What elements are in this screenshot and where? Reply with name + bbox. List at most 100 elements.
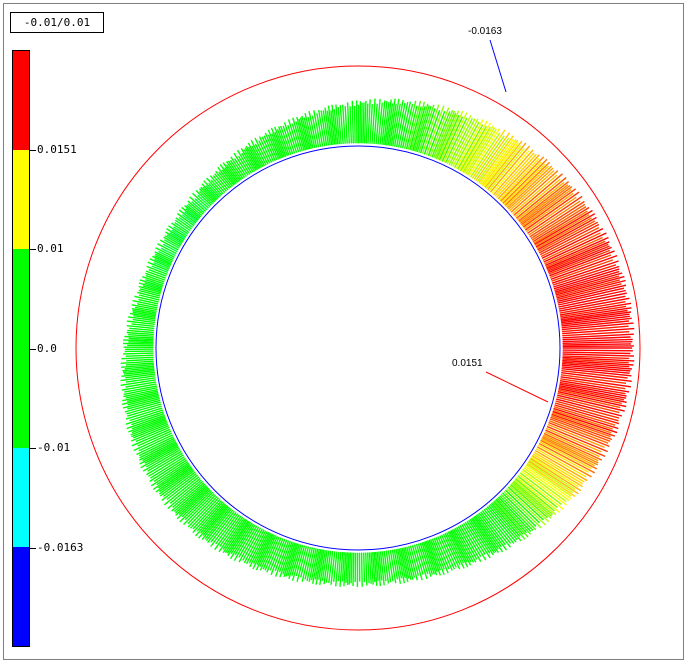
deviation-spike — [314, 549, 322, 580]
deviation-spike — [402, 547, 412, 580]
deviation-spike — [230, 156, 246, 178]
deviation-spike — [142, 449, 181, 472]
deviation-spike — [202, 186, 217, 202]
deviation-spike — [463, 125, 494, 174]
deviation-spike — [562, 327, 635, 335]
deviation-spike — [126, 358, 154, 362]
deviation-spike — [124, 385, 158, 393]
deviation-spike — [278, 126, 290, 156]
deviation-spike — [251, 145, 264, 168]
deviation-spike — [562, 359, 634, 366]
deviation-spike — [370, 552, 374, 585]
deviation-spike — [496, 497, 532, 535]
deviation-spike — [425, 105, 445, 156]
deviation-spike — [133, 315, 156, 320]
deviation-spike — [455, 119, 484, 169]
deviation-spike — [187, 496, 218, 528]
deviation-spike — [443, 112, 468, 163]
deviation-spike — [522, 188, 577, 228]
deviation-spike — [343, 552, 347, 587]
deviation-spike — [363, 552, 366, 583]
deviation-spike — [295, 545, 306, 577]
deviation-spike — [145, 279, 164, 287]
deviation-spike — [133, 423, 169, 439]
deviation-spike — [557, 392, 621, 409]
deviation-spike — [198, 504, 228, 539]
deviation-spike — [252, 532, 271, 570]
deviation-spike — [538, 220, 596, 252]
deviation-spike — [477, 513, 502, 548]
deviation-spike — [556, 283, 622, 301]
deviation-spike — [229, 159, 244, 180]
deviation-spike — [123, 370, 155, 375]
deviation-spike — [365, 552, 368, 586]
deviation-spike — [205, 508, 232, 542]
deviation-spike — [379, 100, 386, 145]
deviation-spike — [560, 376, 631, 388]
deviation-spike — [224, 167, 237, 184]
deviation-spike — [245, 145, 260, 170]
deviation-spike — [270, 127, 284, 158]
deviation-spike — [192, 500, 223, 534]
deviation-spike — [540, 438, 596, 467]
deviation-spike — [130, 425, 169, 442]
deviation-spike — [469, 518, 494, 556]
deviation-spike — [259, 535, 277, 571]
deviation-spike — [149, 457, 186, 482]
deviation-spike — [415, 105, 430, 152]
deviation-spike — [145, 275, 165, 283]
deviation-spike — [283, 122, 296, 154]
deviation-spike — [202, 505, 229, 537]
deviation-spike — [183, 493, 215, 526]
deviation-spike — [555, 400, 620, 419]
deviation-spike — [407, 100, 422, 150]
deviation-spike — [234, 523, 255, 556]
legend-segment — [13, 546, 29, 647]
deviation-spike — [175, 485, 208, 516]
deviation-spike — [226, 164, 240, 183]
deviation-spike — [397, 101, 409, 148]
deviation-spike — [280, 125, 292, 155]
deviation-spike — [461, 122, 492, 172]
deviation-spike — [440, 534, 457, 568]
deviation-spike — [215, 170, 231, 190]
deviation-spike — [155, 253, 173, 263]
deviation-spike — [483, 508, 512, 544]
deviation-spike — [324, 107, 331, 146]
deviation-spike — [522, 468, 567, 503]
deviation-spike — [312, 548, 321, 584]
deviation-spike — [393, 99, 404, 147]
deviation-spike — [339, 105, 344, 144]
deviation-spike — [395, 548, 403, 579]
deviation-spike — [553, 407, 619, 430]
deviation-spike — [254, 143, 267, 166]
deviation-spike — [556, 398, 623, 417]
deviation-spike — [554, 272, 623, 293]
deviation-spike — [396, 548, 406, 584]
deviation-spike — [138, 434, 173, 452]
deviation-spike — [137, 291, 160, 299]
deviation-spike — [263, 135, 276, 162]
deviation-spike — [171, 482, 205, 512]
deviation-spike — [176, 488, 210, 520]
deviation-spike — [458, 120, 488, 171]
color-legend-bar — [12, 50, 30, 647]
deviation-spike — [291, 544, 304, 581]
deviation-spike — [133, 432, 173, 452]
deviation-spike — [176, 212, 195, 227]
deviation-spike — [147, 450, 182, 472]
deviation-spike — [288, 543, 300, 580]
deviation-spike — [166, 228, 185, 241]
deviation-spike — [335, 551, 340, 587]
deviation-spike — [207, 509, 234, 544]
deviation-spike — [430, 539, 445, 576]
deviation-spike — [153, 261, 170, 270]
deviation-spike — [543, 434, 599, 462]
deviation-spike — [543, 432, 603, 461]
deviation-spike — [125, 354, 154, 357]
deviation-spike — [192, 498, 221, 530]
deviation-spike — [511, 482, 552, 519]
deviation-spikes — [120, 98, 635, 588]
deviation-spike — [349, 106, 353, 144]
deviation-spike — [156, 462, 190, 486]
